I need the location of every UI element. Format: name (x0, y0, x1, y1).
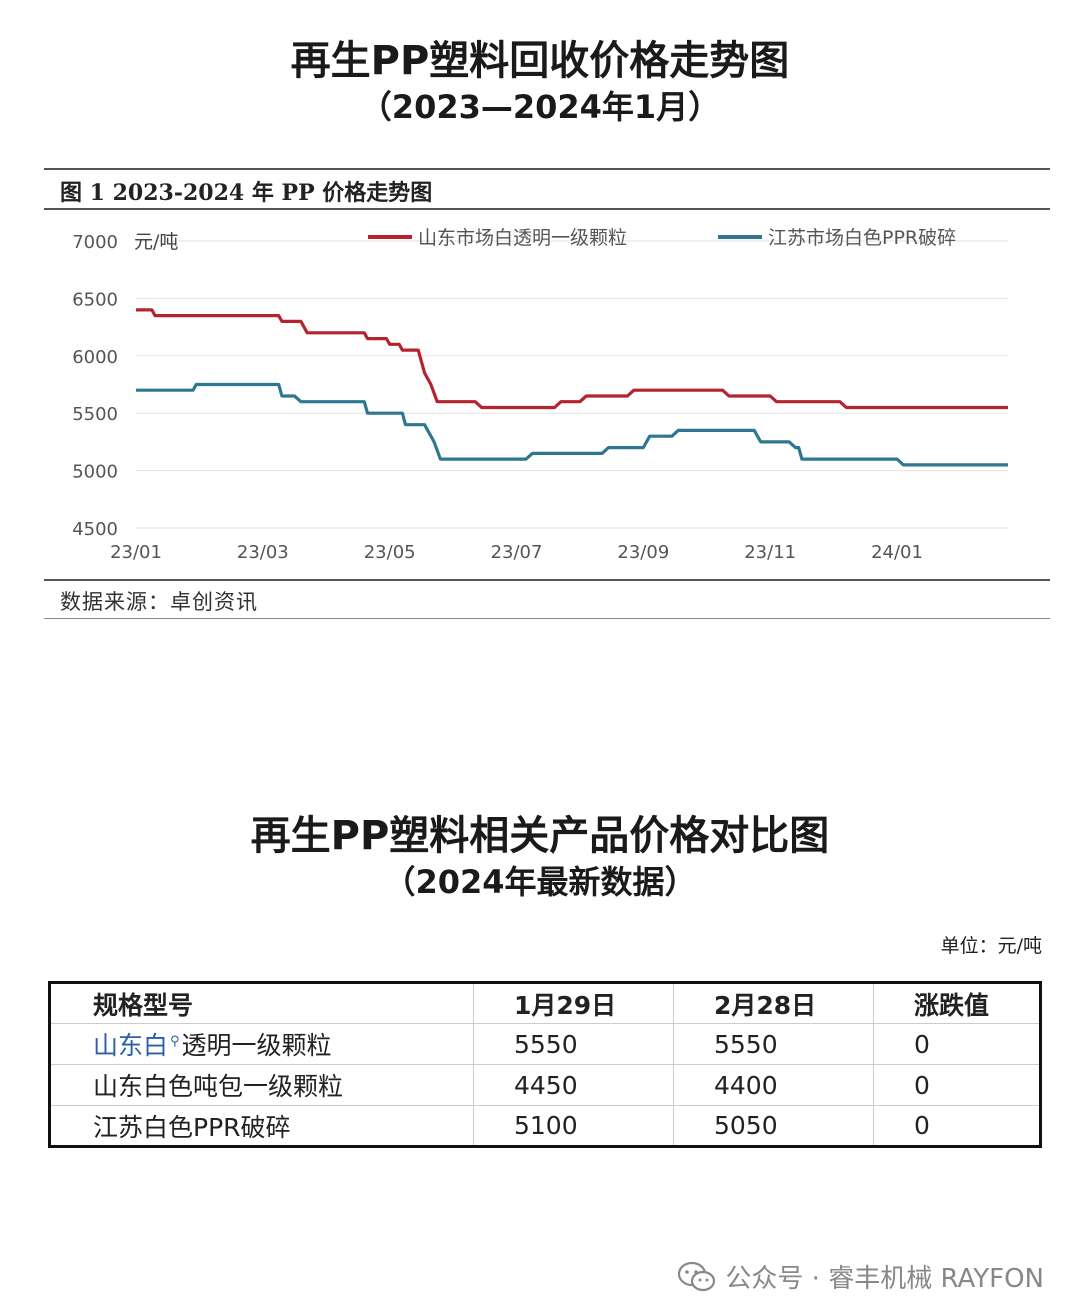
figure-top-rule (44, 168, 1050, 170)
header-change: 涨跌值 (873, 982, 1041, 1024)
row-spec: 山东白 ⚲透明一级颗粒 (49, 1023, 474, 1065)
price-comparison-table: 规格型号 1月29日 2月28日 涨跌值 山东白 ⚲透明一级颗粒 5550 555… (48, 981, 1042, 1148)
y-tick-label: 7000 (72, 232, 118, 253)
figure-caption-rule (44, 208, 1050, 210)
price-trend-chart: 7000 6500 6000 5500 5000 4500 元/吨 23/01 23/03 23/… (72, 227, 1008, 563)
row-jan29: 5550 (473, 1023, 674, 1065)
footer-text: 公众号 · 睿丰机械 RAYFON (725, 1264, 1044, 1294)
row-spec: 江苏白色PPR破碎 (49, 1105, 474, 1147)
x-tick-label: 23/11 (744, 542, 796, 563)
row-change: 0 (873, 1023, 1041, 1065)
row-jan29: 5100 (473, 1105, 674, 1147)
y-axis-label: 元/吨 (134, 231, 178, 253)
wechat-icon (678, 1261, 716, 1291)
table-row: 江苏白色PPR破碎 5100 5050 0 (49, 1105, 1041, 1147)
page-title: 再生PP塑料回收价格走势图 (290, 38, 790, 84)
figure-caption: 图 1 2023-2024 年 PP 价格走势图 (60, 180, 433, 206)
x-tick-label: 23/05 (364, 542, 416, 563)
legend-label: 江苏市场白色PPR破碎 (768, 227, 956, 249)
header-spec: 规格型号 (49, 982, 474, 1024)
y-tick-label: 5000 (72, 462, 118, 483)
y-tick-label: 5500 (72, 404, 118, 425)
header-feb28: 2月28日 (673, 982, 874, 1024)
row-change: 0 (914, 1111, 930, 1140)
spec-rest: 透明一级颗粒 (181, 1031, 332, 1060)
y-tick-label: 6500 (72, 289, 118, 310)
footer-attribution: 公众号 · 睿丰机械 RAYFON (677, 1258, 1044, 1295)
figure-source: 数据来源：卓创资讯 (60, 590, 258, 614)
y-tick-label: 6000 (72, 347, 118, 368)
y-tick-label: 4500 (72, 519, 118, 540)
x-tick-label: 23/03 (237, 542, 289, 563)
row-change: 0 (873, 1064, 1041, 1106)
table-header-row: 规格型号 1月29日 2月28日 涨跌值 (49, 982, 1041, 1024)
table-row: 山东白 ⚲透明一级颗粒 5550 5550 0 (49, 1023, 1041, 1065)
table-title: 再生PP塑料相关产品价格对比图 (250, 813, 830, 859)
unit-note: 单位：元/吨 (940, 935, 1042, 957)
row-feb28: 5050 (673, 1105, 874, 1147)
figure-source-rule (44, 618, 1050, 619)
series-line-2 (136, 382, 1008, 467)
row-feb28: 4400 (673, 1064, 874, 1106)
x-tick-label: 23/09 (617, 542, 669, 563)
x-tick-label: 23/07 (491, 542, 543, 563)
figure-bottom-rule (44, 579, 1050, 581)
row-feb28: 5550 (673, 1023, 874, 1065)
series-line-1 (136, 308, 1008, 410)
header-jan29: 1月29日 (473, 982, 674, 1024)
page-subtitle: （2023—2024年1月） (359, 88, 721, 126)
table-subtitle: （2024年最新数据） (383, 863, 697, 901)
legend-label: 山东市场白透明一级颗粒 (418, 227, 627, 249)
x-tick-label: 24/01 (871, 542, 923, 563)
spec-link[interactable]: 山东白 (93, 1031, 169, 1060)
x-tick-label: 23/01 (110, 542, 162, 563)
row-spec: 山东白色吨包一级颗粒 (49, 1064, 474, 1106)
table-row: 山东白色吨包一级颗粒 4450 4400 0 (49, 1064, 1041, 1106)
search-icon[interactable]: ⚲ (170, 1033, 180, 1049)
row-jan29: 4450 (473, 1064, 674, 1106)
